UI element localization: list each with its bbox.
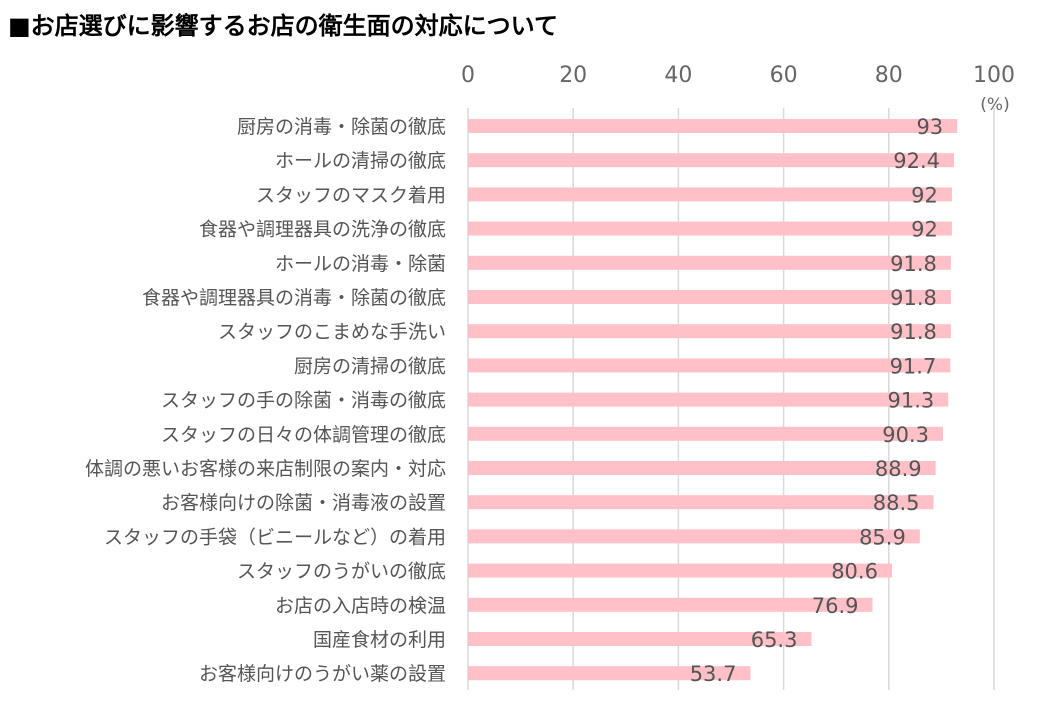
category-label: ホールの清掃の徹底 bbox=[275, 150, 446, 172]
category-label: スタッフの手袋（ビニールなど）の着用 bbox=[104, 526, 446, 548]
data-label: 88.9 bbox=[875, 457, 922, 481]
x-tick-label: 60 bbox=[770, 63, 798, 88]
data-label: 76.9 bbox=[812, 594, 859, 618]
bar bbox=[468, 426, 943, 441]
category-label: 厨房の消毒・除菌の徹底 bbox=[237, 116, 446, 138]
data-label: 65.3 bbox=[751, 628, 798, 652]
x-tick-label: 100 bbox=[973, 63, 1015, 88]
bar bbox=[468, 563, 892, 578]
category-label: ホールの消毒・除菌 bbox=[275, 253, 446, 275]
category-label: 厨房の清掃の徹底 bbox=[294, 355, 446, 377]
data-label: 85.9 bbox=[859, 525, 906, 549]
data-label: 92 bbox=[911, 218, 938, 242]
bar bbox=[468, 255, 951, 270]
data-label: 93 bbox=[916, 115, 943, 139]
x-tick-label: 20 bbox=[559, 63, 587, 88]
category-label: スタッフの手の除菌・消毒の徹底 bbox=[161, 390, 446, 412]
unit-label: (%) bbox=[980, 95, 1009, 115]
category-label: 体調の悪いお客様の来店制限の案内・対応 bbox=[85, 458, 446, 480]
bar bbox=[468, 324, 951, 339]
data-label: 90.3 bbox=[882, 423, 929, 447]
category-label: スタッフの日々の体調管理の徹底 bbox=[161, 424, 446, 446]
category-label: お客様向けの除菌・消毒液の設置 bbox=[161, 492, 446, 514]
bar bbox=[468, 529, 920, 544]
chart-title: ■お店選びに影響するお店の衛生面の対応について bbox=[8, 12, 558, 40]
category-label: 食器や調理器具の消毒・除菌の徹底 bbox=[142, 287, 446, 309]
bar bbox=[468, 597, 873, 612]
category-label: お店の入店時の検温 bbox=[275, 595, 446, 617]
data-label: 91.7 bbox=[890, 354, 937, 378]
data-label: 80.6 bbox=[831, 560, 878, 584]
bar bbox=[468, 392, 949, 407]
data-label: 92 bbox=[911, 183, 938, 207]
data-label: 91.8 bbox=[890, 252, 937, 276]
data-label: 88.5 bbox=[873, 491, 920, 515]
category-label: スタッフのうがいの徹底 bbox=[237, 561, 446, 583]
data-label: 92.4 bbox=[893, 149, 940, 173]
bar bbox=[468, 290, 951, 304]
bars bbox=[468, 119, 958, 681]
category-label: 食器や調理器具の洗浄の徹底 bbox=[199, 219, 446, 241]
value-labels: 93 92.4 92 92 91.8 91.8 91.8 91.7 91.3 90.3 88.9 88… bbox=[690, 115, 943, 686]
bar bbox=[468, 221, 952, 236]
category-labels: 厨房の消毒・除菌の徹底ホールの清掃の徹底スタッフのマスク着用食器や調理器具の洗浄… bbox=[85, 116, 446, 685]
bar bbox=[468, 461, 936, 475]
category-label: スタッフのマスク着用 bbox=[256, 184, 446, 206]
category-label: お客様向けのうがい薬の設置 bbox=[199, 663, 446, 685]
x-tick-label: 40 bbox=[664, 63, 692, 88]
category-label: スタッフのこまめな手洗い bbox=[218, 321, 446, 343]
data-label: 91.8 bbox=[890, 286, 937, 310]
bar bbox=[468, 119, 958, 133]
bar bbox=[468, 495, 934, 510]
category-label: 国産食材の利用 bbox=[313, 629, 446, 651]
data-label: 91.8 bbox=[890, 320, 937, 344]
data-label: 53.7 bbox=[690, 662, 737, 686]
bar bbox=[468, 358, 951, 373]
bar bbox=[468, 666, 751, 681]
x-tick-label: 0 bbox=[461, 63, 475, 88]
x-axis-ticks: 0 20 40 60 80 100 bbox=[461, 63, 1015, 88]
bar bbox=[468, 187, 952, 202]
data-label: 91.3 bbox=[887, 389, 934, 413]
x-tick-label: 80 bbox=[875, 63, 903, 88]
bar bbox=[468, 632, 812, 646]
bar bbox=[468, 153, 955, 168]
